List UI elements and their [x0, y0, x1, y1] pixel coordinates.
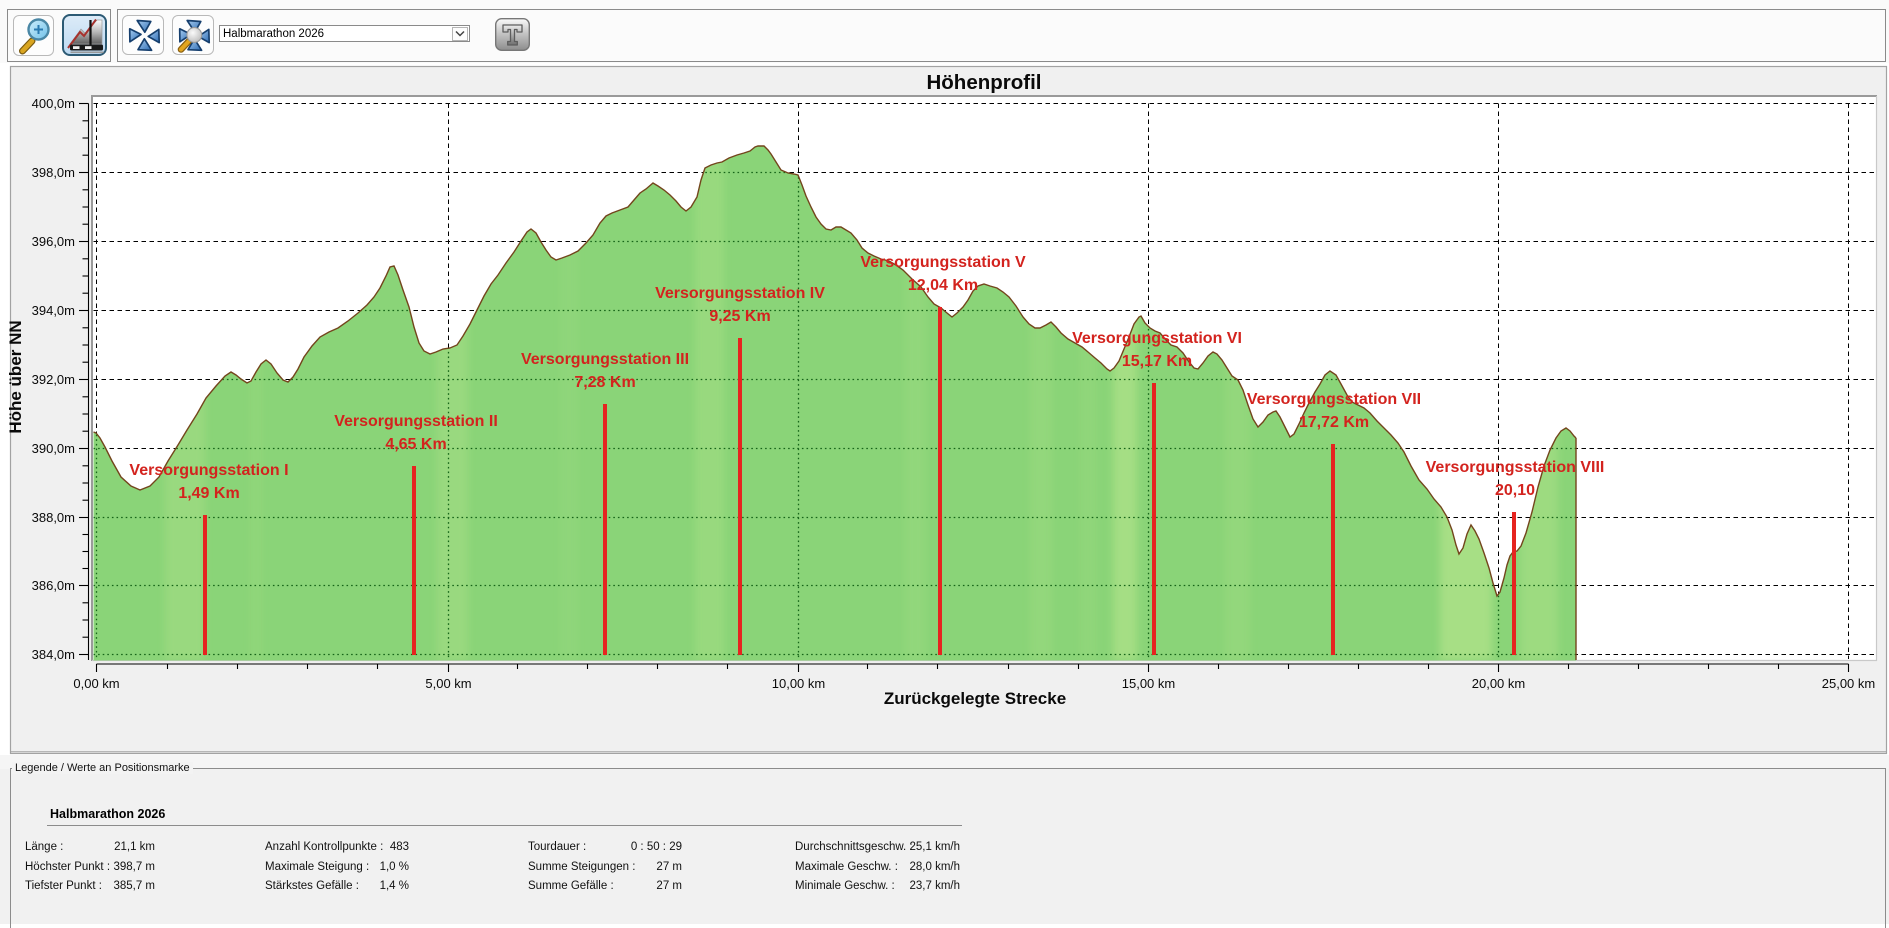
svg-text:20,00 km: 20,00 km [1472, 676, 1525, 691]
svg-text:7,28 Km: 7,28 Km [574, 374, 635, 391]
svg-text:Versorgungsstation VII: Versorgungsstation VII [1247, 391, 1421, 408]
svg-text:392,0m: 392,0m [32, 372, 75, 387]
svg-text:1,49 Km: 1,49 Km [178, 485, 239, 502]
svg-text:Versorgungsstation V: Versorgungsstation V [860, 254, 1026, 271]
svg-text:Versorgungsstation IV: Versorgungsstation IV [655, 285, 825, 302]
svg-text:396,0m: 396,0m [32, 234, 75, 249]
svg-text:17,72 Km: 17,72 Km [1299, 414, 1369, 431]
svg-text:398,0m: 398,0m [32, 165, 75, 180]
svg-text:15,17 Km: 15,17 Km [1122, 353, 1192, 370]
svg-text:Versorgungsstation II: Versorgungsstation II [334, 413, 498, 430]
svg-text:Versorgungsstation III: Versorgungsstation III [521, 351, 689, 368]
svg-text:10,00 km: 10,00 km [772, 676, 825, 691]
svg-text:400,0m: 400,0m [32, 96, 75, 111]
svg-text:Zurückgelegte Strecke: Zurückgelegte Strecke [884, 689, 1066, 708]
svg-text:390,0m: 390,0m [32, 441, 75, 456]
svg-text:0,00 km: 0,00 km [73, 676, 119, 691]
svg-text:Höhe über NN: Höhe über NN [6, 320, 25, 433]
svg-text:Versorgungsstation VI: Versorgungsstation VI [1072, 330, 1242, 347]
svg-text:9,25 Km: 9,25 Km [709, 308, 770, 325]
svg-text:12,04 Km: 12,04 Km [908, 277, 978, 294]
svg-text:394,0m: 394,0m [32, 303, 75, 318]
svg-text:Höhenprofil: Höhenprofil [926, 71, 1041, 94]
svg-text:25,00 km: 25,00 km [1822, 676, 1875, 691]
svg-text:5,00 km: 5,00 km [425, 676, 471, 691]
svg-text:384,0m: 384,0m [32, 647, 75, 662]
svg-text:15,00 km: 15,00 km [1122, 676, 1175, 691]
svg-text:Versorgungsstation I: Versorgungsstation I [129, 462, 288, 479]
svg-text:386,0m: 386,0m [32, 578, 75, 593]
svg-text:4,65 Km: 4,65 Km [385, 436, 446, 453]
svg-text:20,10: 20,10 [1495, 482, 1535, 499]
svg-text:388,0m: 388,0m [32, 510, 75, 525]
svg-text:Versorgungsstation VIII: Versorgungsstation VIII [1426, 459, 1605, 476]
